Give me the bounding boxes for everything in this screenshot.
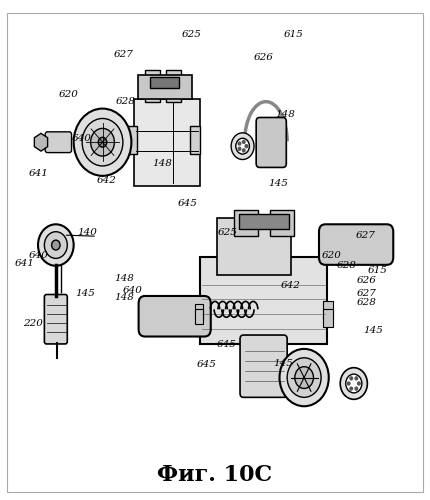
Bar <box>270 210 294 236</box>
Circle shape <box>52 240 60 250</box>
Circle shape <box>243 140 245 143</box>
Text: 140: 140 <box>78 228 98 237</box>
Circle shape <box>238 148 241 150</box>
Circle shape <box>295 366 313 388</box>
Text: 645: 645 <box>197 360 216 369</box>
Circle shape <box>340 368 367 400</box>
Circle shape <box>346 374 362 393</box>
Text: 640: 640 <box>29 252 49 260</box>
Text: 628: 628 <box>357 298 377 308</box>
Bar <box>145 70 160 102</box>
Circle shape <box>238 142 241 145</box>
Circle shape <box>82 118 123 166</box>
Circle shape <box>38 224 74 266</box>
Bar <box>166 70 181 102</box>
Circle shape <box>350 387 353 390</box>
Text: 641: 641 <box>15 260 35 268</box>
Bar <box>195 310 203 324</box>
Text: 620: 620 <box>322 252 342 260</box>
Text: 642: 642 <box>281 281 301 290</box>
FancyBboxPatch shape <box>200 258 328 344</box>
Text: 615: 615 <box>283 30 304 40</box>
FancyBboxPatch shape <box>138 296 211 337</box>
Text: 628: 628 <box>337 262 356 270</box>
Text: 627: 627 <box>114 50 134 59</box>
Text: 642: 642 <box>97 176 117 186</box>
Text: 220: 220 <box>23 318 43 328</box>
Text: 640: 640 <box>122 286 142 295</box>
Circle shape <box>347 382 350 385</box>
Bar <box>239 214 289 229</box>
Text: 627: 627 <box>356 230 376 239</box>
Bar <box>323 310 332 327</box>
Circle shape <box>350 377 353 380</box>
Circle shape <box>280 349 329 406</box>
Text: 641: 641 <box>29 169 49 178</box>
Circle shape <box>236 138 249 154</box>
Circle shape <box>358 382 360 385</box>
Circle shape <box>98 138 107 147</box>
Text: 148: 148 <box>114 274 134 282</box>
Text: 620: 620 <box>58 90 79 99</box>
Bar <box>150 77 179 88</box>
Text: 625: 625 <box>218 228 238 237</box>
Circle shape <box>74 108 132 176</box>
Circle shape <box>243 149 245 152</box>
Text: 645: 645 <box>217 340 237 349</box>
Circle shape <box>44 232 67 258</box>
FancyBboxPatch shape <box>256 118 286 168</box>
Bar <box>127 126 137 154</box>
Text: 645: 645 <box>178 198 197 207</box>
Bar <box>190 126 200 154</box>
Circle shape <box>355 377 358 380</box>
FancyBboxPatch shape <box>319 224 393 265</box>
Text: 148: 148 <box>152 159 172 168</box>
Text: 626: 626 <box>254 52 274 62</box>
Text: 626: 626 <box>357 276 377 285</box>
Bar <box>234 210 258 236</box>
Text: 145: 145 <box>363 326 383 334</box>
FancyBboxPatch shape <box>138 76 192 99</box>
Polygon shape <box>34 134 48 151</box>
Circle shape <box>91 128 114 156</box>
Text: 145: 145 <box>273 359 293 368</box>
Text: 148: 148 <box>275 110 295 118</box>
FancyBboxPatch shape <box>217 218 292 274</box>
FancyBboxPatch shape <box>240 335 287 398</box>
Text: 625: 625 <box>182 30 202 40</box>
Text: 145: 145 <box>269 179 289 188</box>
FancyBboxPatch shape <box>134 99 200 186</box>
Circle shape <box>231 133 254 160</box>
FancyBboxPatch shape <box>44 294 67 344</box>
Text: 148: 148 <box>114 294 134 302</box>
Bar <box>323 302 332 319</box>
Text: 615: 615 <box>367 266 387 276</box>
Text: 145: 145 <box>76 289 95 298</box>
FancyBboxPatch shape <box>45 132 71 152</box>
Circle shape <box>245 144 248 148</box>
Text: 640: 640 <box>71 134 91 143</box>
Bar <box>195 304 203 319</box>
Text: 628: 628 <box>116 97 136 106</box>
Circle shape <box>287 358 321 398</box>
Text: Фиг. 10С: Фиг. 10С <box>157 464 273 486</box>
Circle shape <box>355 387 358 390</box>
Text: 627: 627 <box>357 288 377 298</box>
